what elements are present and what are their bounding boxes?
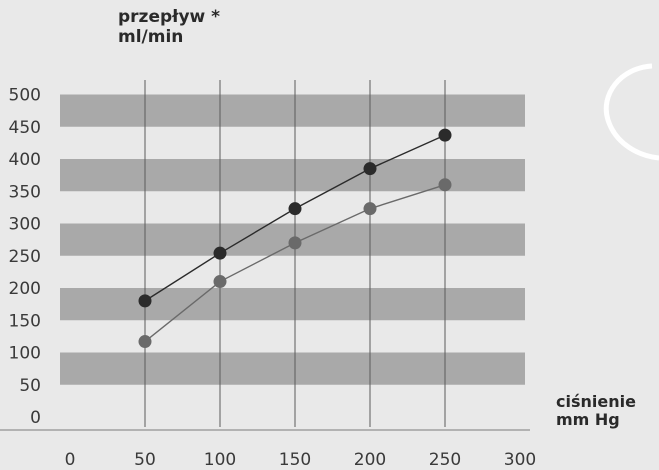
series-1-point-0 — [138, 335, 152, 349]
series-0-point-3 — [363, 162, 377, 176]
x-tick-label-0: 0 — [65, 450, 76, 470]
series-1-point-4 — [438, 178, 452, 192]
x-axis-label-line-2: mm Hg — [556, 410, 620, 429]
background-bands — [60, 94, 525, 385]
band-3 — [60, 288, 525, 321]
y-tick-label-450: 450 — [9, 118, 41, 138]
series-0-point-1 — [213, 246, 227, 260]
y-axis-label-line-2: ml/min — [118, 27, 183, 47]
y-tick-labels: 0 50 100 150 200 250 300 350 400 450 500 — [9, 86, 41, 429]
series-1-point-3 — [363, 202, 377, 216]
y-tick-label-0: 0 — [30, 408, 41, 428]
x-tick-label-150: 150 — [279, 450, 311, 470]
x-tick-label-200: 200 — [354, 450, 386, 470]
series-1-point-2 — [288, 236, 302, 250]
x-axis-label-line-1: ciśnienie — [556, 392, 636, 411]
y-tick-label-250: 250 — [9, 247, 41, 267]
series-0-point-4 — [438, 128, 452, 142]
series-0-point-0 — [138, 294, 152, 308]
series-1-point-1 — [213, 275, 227, 289]
y-tick-label-150: 150 — [9, 311, 41, 331]
decorative-arc — [603, 63, 659, 161]
y-tick-label-50: 50 — [19, 376, 41, 396]
x-tick-labels: 0 50 100 150 200 250 300 — [65, 450, 537, 470]
y-tick-label-200: 200 — [9, 279, 41, 299]
x-tick-label-300: 300 — [504, 450, 536, 470]
band-1 — [60, 159, 525, 192]
x-tick-label-50: 50 — [134, 450, 156, 470]
x-tick-label-100: 100 — [204, 450, 236, 470]
x-tick-label-250: 250 — [429, 450, 461, 470]
y-tick-label-500: 500 — [9, 86, 41, 106]
y-tick-label-350: 350 — [9, 182, 41, 202]
series-layer — [138, 128, 452, 349]
y-tick-label-300: 300 — [9, 215, 41, 235]
band-0 — [60, 94, 525, 127]
y-tick-label-400: 400 — [9, 150, 41, 170]
y-axis-label-line-1: przepływ * — [118, 7, 220, 27]
series-0-point-2 — [288, 202, 302, 216]
y-tick-label-100: 100 — [9, 344, 41, 364]
band-4 — [60, 352, 525, 385]
